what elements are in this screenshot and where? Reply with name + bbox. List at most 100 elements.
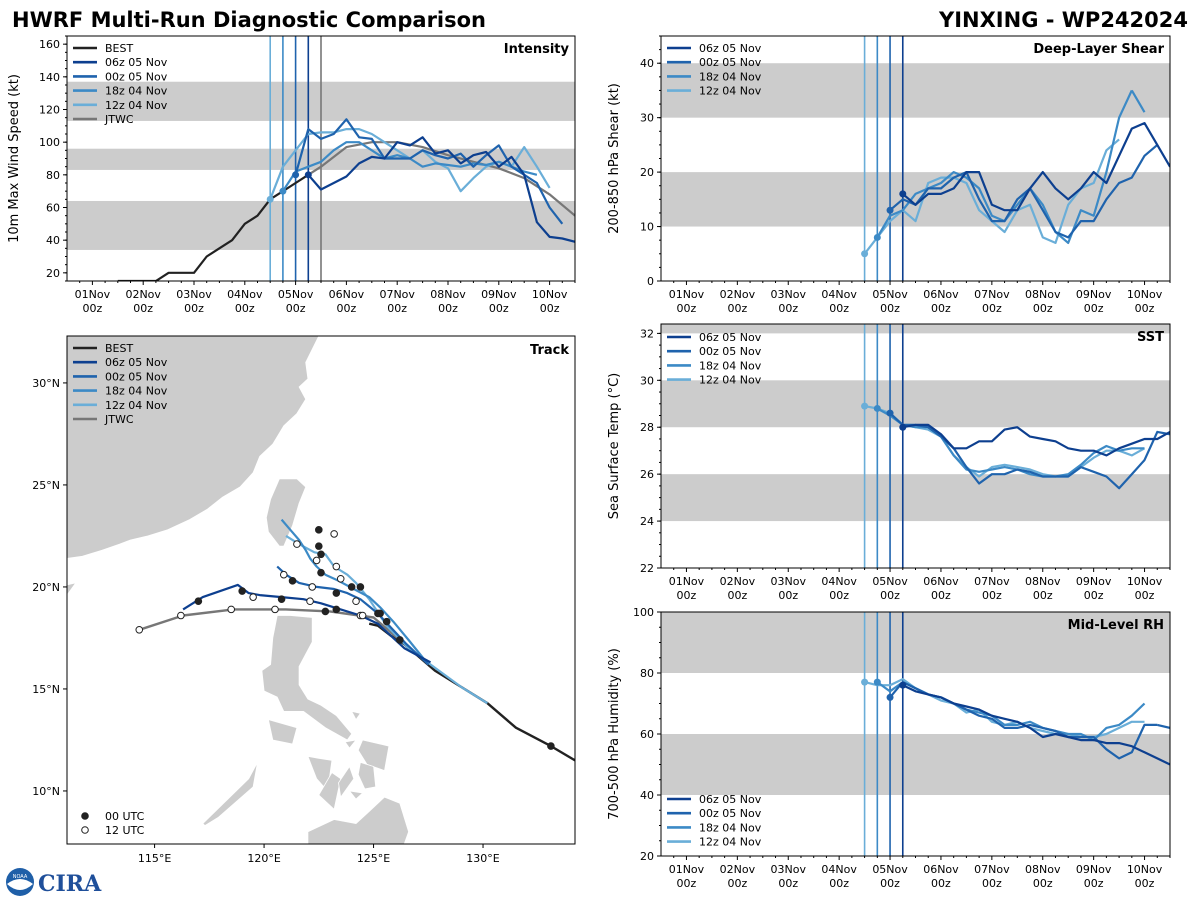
track-marker-legend-open [81,826,89,834]
intensity-xtick-day: 03Nov [176,288,212,301]
shear-xtick-day: 04Nov [821,288,857,301]
track-marker-06z-05-nov-open [306,597,314,606]
shear-xtick-day: 01Nov [669,288,705,301]
rh-panel: 2040608010001Nov00z02Nov00z03Nov00z04Nov… [607,606,1171,890]
palawan-island [202,762,258,827]
track-legend-label-00z-05-nov: 00z 05 Nov [105,370,168,383]
sst-ytick-label: 26 [640,468,654,481]
intensity-series-best [117,173,309,281]
intensity-xtick-day: 02Nov [125,288,161,301]
intensity-xtick-hour: 00z [133,302,153,315]
sst-xtick-hour: 00z [880,589,900,602]
shear-xtick-hour: 00z [778,302,798,315]
shear-legend-label-12z-04-nov: 12z 04 Nov [699,85,762,98]
sst-series-00z-05-nov [889,412,1170,490]
sst-xtick-day: 01Nov [669,575,705,588]
rh-ytick-label: 20 [640,850,654,863]
track-xtick-label: 115°E [138,852,171,865]
rh-xtick-hour: 00z [982,877,1002,890]
track-ytick-label: 10°N [32,785,60,798]
intensity-legend-label-12z-04-nov: 12z 04 Nov [105,99,168,112]
intensity-legend-label-18z-04-nov: 18z 04 Nov [105,85,168,98]
intensity-plot-area [67,36,575,281]
track-marker-00z-05-nov-filled [376,609,384,618]
shear-xtick-hour: 00z [880,302,900,315]
track-panel-title: Track [530,343,569,358]
intensity-start-point-12z-04-nov [266,195,274,203]
intensity-xtick-day: 07Nov [379,288,415,301]
rh-xtick-hour: 00z [677,877,697,890]
sst-ytick-label: 28 [640,421,654,434]
rh-start-point-00z-05-nov [886,693,894,701]
shear-ytick-label: 20 [640,166,654,179]
track-marker-best-filled [547,742,555,750]
intensity-xtick-day: 04Nov [227,288,263,301]
cira-wordmark: CIRA [38,871,102,897]
sst-legend-label-00z-05-nov: 00z 05 Nov [699,345,762,358]
shear-xtick-day: 08Nov [1025,288,1061,301]
intensity-xtick-day: 01Nov [75,288,111,301]
intensity-series-00z-05-nov [294,118,564,225]
sst-start-point-06z-05-nov [899,423,907,431]
track-marker-00z-05-nov-open [308,583,317,591]
shear-legend-label-18z-04-nov: 18z 04 Nov [699,70,762,83]
shear-xtick-hour: 00z [829,302,849,315]
sst-start-point-18z-04-nov [873,404,881,412]
shear-xtick-hour: 00z [982,302,1002,315]
shear-xtick-hour: 00z [727,302,747,315]
track-xtick-label: 120°E [247,852,280,865]
track-marker-jtwc-open [135,625,144,634]
shear-start-point-12z-04-nov [861,250,869,258]
track-legend-label-jtwc: JTWC [104,413,134,426]
sst-series-06z-05-nov [902,423,1170,457]
shear-xtick-day: 03Nov [771,288,807,301]
rh-xtick-day: 05Nov [872,863,908,876]
rh-xtick-day: 06Nov [923,863,959,876]
rh-xtick-day: 02Nov [720,863,756,876]
track-marker-18z-04-nov-filled [315,542,323,550]
track-marker-jtwc-filled [396,636,404,644]
track-map-area [67,336,575,844]
intensity-xtick-hour: 00z [438,302,458,315]
sst-series-18z-04-nov [876,407,1145,478]
track-marker-12z-04-nov-open [332,562,341,571]
rh-xtick-day: 09Nov [1076,863,1112,876]
storm-identifier: YINXING - WP242024 [938,8,1188,32]
track-xtick-label: 125°E [357,852,390,865]
intensity-xtick-day: 05Nov [278,288,314,301]
track-legend-label-06z-05-nov: 06z 05 Nov [105,356,168,369]
track-legend-label-best: BEST [105,342,133,355]
shear-band-0 [661,172,1170,227]
samar-island [357,739,390,772]
sst-y-axis-label: Sea Surface Temp (°C) [607,373,622,520]
sst-band-0 [661,474,1170,522]
track-marker-legend-filled [81,812,89,820]
track-marker-06z-05-nov-filled [194,597,203,606]
shear-xtick-day: 06Nov [923,288,959,301]
noaa-badge-text: NOAA [13,874,28,880]
track-marker-06z-05-nov-filled [332,605,341,614]
sst-xtick-day: 10Nov [1127,575,1163,588]
shear-xtick-day: 10Nov [1127,288,1163,301]
intensity-start-point-00z-05-nov [292,171,300,179]
rh-start-point-18z-04-nov [873,678,881,686]
shear-start-point-00z-05-nov [886,206,894,214]
track-marker-06z-05-nov-filled [277,595,286,603]
sst-ytick-label: 24 [640,515,654,528]
intensity-panel: 2040608010012014016001Nov00z02Nov00z03No… [7,35,576,315]
sst-xtick-hour: 00z [1084,589,1104,602]
rh-y-axis-label: 700-500 hPa Humidity (%) [607,648,622,820]
intensity-series-jtwc [307,141,575,217]
sst-xtick-day: 03Nov [771,575,807,588]
intensity-y-axis-label: 10m Max Wind Speed (kt) [7,74,22,243]
leyte-island [357,761,377,790]
intensity-xtick-hour: 00z [540,302,560,315]
track-legend-label-12z-04-nov: 12z 04 Nov [105,399,168,412]
shear-xtick-day: 05Nov [872,288,908,301]
intensity-ytick-label: 20 [46,267,60,280]
track-marker-06z-05-nov-filled [238,587,246,595]
rh-ytick-label: 100 [633,606,654,619]
track-xtick-label: 130°E [466,852,499,865]
